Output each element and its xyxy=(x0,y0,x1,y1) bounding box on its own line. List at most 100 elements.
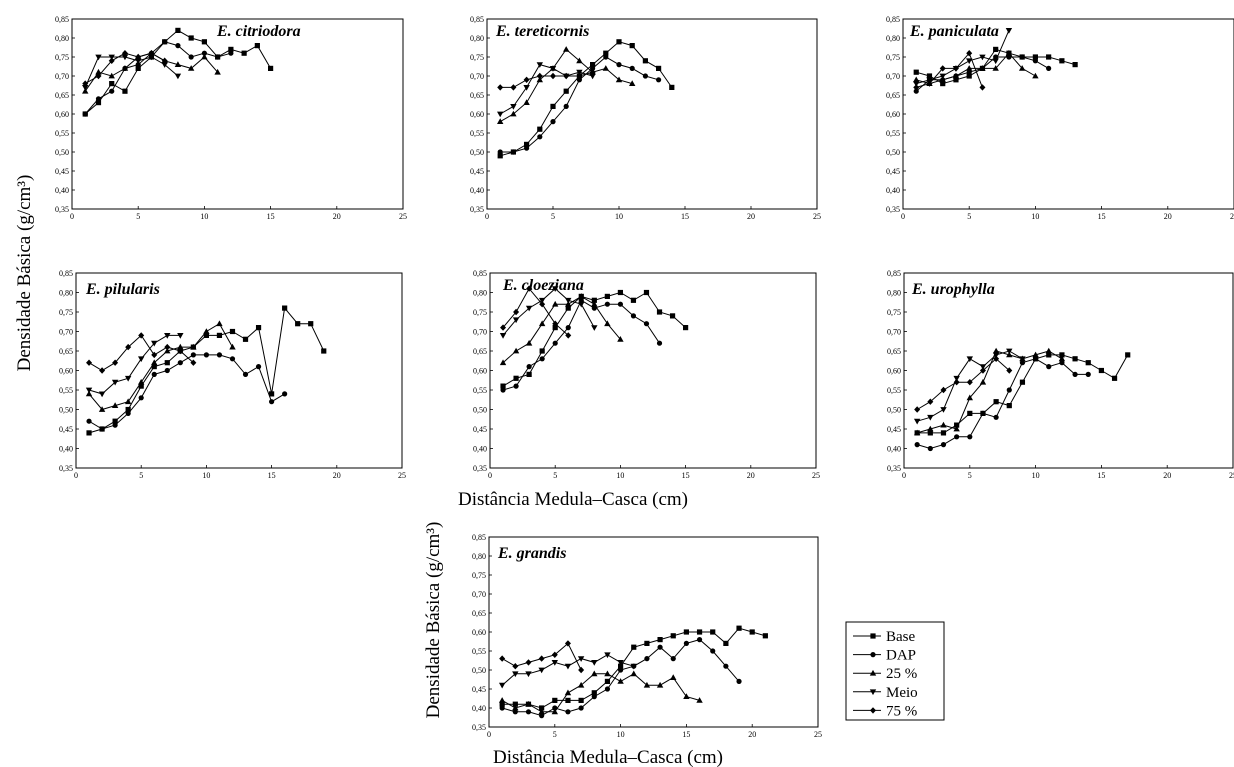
series-line xyxy=(916,52,1036,85)
data-point xyxy=(913,69,919,75)
data-point xyxy=(630,663,637,670)
legend-marker xyxy=(869,689,877,696)
data-point xyxy=(1059,58,1065,64)
data-point xyxy=(644,656,650,662)
data-point xyxy=(512,317,520,324)
data-point xyxy=(603,50,609,56)
data-point xyxy=(1019,360,1026,366)
data-point xyxy=(564,689,572,696)
data-point xyxy=(657,644,663,650)
data-point xyxy=(201,39,207,45)
x-tick-label: 5 xyxy=(139,471,143,480)
y-tick-label: 0,70 xyxy=(886,72,900,81)
data-point xyxy=(255,325,262,331)
series-75 xyxy=(497,69,596,91)
data-point xyxy=(953,375,960,382)
data-point xyxy=(109,88,115,94)
y-tick-label: 0,65 xyxy=(59,347,73,356)
panel-title: E. pilularis xyxy=(85,281,160,298)
data-point xyxy=(513,308,520,316)
x-tick-label: 0 xyxy=(901,212,905,221)
series-base xyxy=(499,625,768,711)
data-point xyxy=(95,54,102,61)
data-point xyxy=(1019,54,1025,60)
data-point xyxy=(576,57,583,64)
x-tick-label: 20 xyxy=(747,471,755,480)
data-point xyxy=(99,426,105,432)
series-dap xyxy=(914,356,1091,452)
data-point xyxy=(992,65,999,71)
data-point xyxy=(979,84,986,91)
data-point xyxy=(498,682,506,689)
data-point xyxy=(551,660,558,666)
data-point xyxy=(696,697,703,703)
data-point xyxy=(216,332,223,338)
data-point xyxy=(525,305,533,312)
data-point xyxy=(108,57,115,64)
y-tick-label: 0,70 xyxy=(472,590,486,599)
y-tick-label: 0,60 xyxy=(470,110,484,119)
data-point xyxy=(500,383,506,389)
data-point xyxy=(590,65,596,71)
data-point xyxy=(108,54,115,61)
data-point xyxy=(1006,387,1012,393)
data-point xyxy=(643,681,651,688)
data-point xyxy=(578,297,584,303)
y-tick-label: 0,75 xyxy=(473,308,487,317)
series-dap xyxy=(82,39,234,117)
series-base xyxy=(497,39,675,159)
data-point xyxy=(683,640,690,647)
legend-label: 25 % xyxy=(886,666,917,682)
y-tick-label: 0,35 xyxy=(59,464,73,473)
data-point xyxy=(670,656,676,662)
data-point xyxy=(656,65,662,71)
data-point xyxy=(913,76,920,83)
panel-title: E. paniculata xyxy=(909,23,999,40)
data-point xyxy=(112,418,118,424)
series-dap xyxy=(497,54,662,155)
x-tick-label: 20 xyxy=(1164,212,1172,221)
data-point xyxy=(497,153,503,159)
y-tick-label: 0,70 xyxy=(470,72,484,81)
y-tick-label: 0,50 xyxy=(59,406,73,415)
data-point xyxy=(940,442,947,448)
data-point xyxy=(151,351,158,359)
data-point xyxy=(177,343,184,350)
data-point xyxy=(683,325,689,331)
data-point xyxy=(82,87,89,94)
data-point xyxy=(201,50,207,56)
legend-item-75: 75 % xyxy=(853,703,917,719)
data-point xyxy=(966,379,973,386)
data-point xyxy=(617,301,624,307)
data-point xyxy=(124,398,132,405)
series-75 xyxy=(500,285,572,339)
data-point xyxy=(967,434,973,440)
data-point xyxy=(578,293,585,299)
data-point xyxy=(175,43,181,49)
y-tick-label: 0,45 xyxy=(55,167,69,176)
x-axis-title-middle: Distância Medula–Casca (cm) xyxy=(458,489,688,510)
data-point xyxy=(710,648,716,654)
x-tick-label: 10 xyxy=(616,471,624,480)
data-point xyxy=(927,430,933,436)
y-tick-label: 0,35 xyxy=(472,723,486,732)
data-point xyxy=(241,50,247,56)
y-tick-label: 0,45 xyxy=(473,425,487,434)
y-tick-label: 0,85 xyxy=(886,15,900,24)
data-point xyxy=(710,629,716,635)
series-line xyxy=(916,358,1010,410)
data-point xyxy=(642,58,648,64)
x-tick-label: 25 xyxy=(812,471,820,480)
data-point xyxy=(125,406,131,413)
data-point xyxy=(86,418,92,424)
data-point xyxy=(563,88,569,94)
data-point xyxy=(939,73,946,80)
data-point xyxy=(499,655,506,662)
data-point xyxy=(135,62,141,68)
data-point xyxy=(125,410,131,416)
series-base xyxy=(913,46,1078,87)
data-point xyxy=(164,333,171,339)
data-point xyxy=(1006,348,1013,355)
panel-title: E. grandis xyxy=(497,545,566,562)
data-point xyxy=(1046,352,1052,358)
